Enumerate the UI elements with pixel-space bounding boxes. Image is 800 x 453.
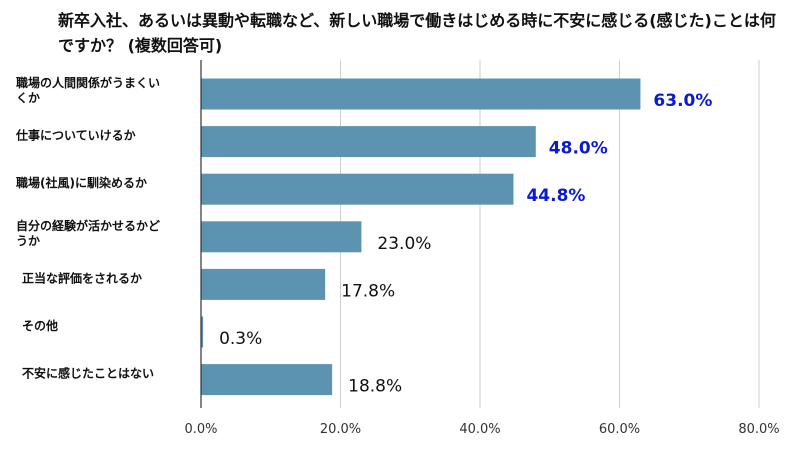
- data-label: 23.0%: [377, 234, 431, 254]
- x-tick-label: 80.0%: [738, 422, 779, 437]
- data-label: 17.8%: [341, 281, 395, 301]
- category-label: 正当な評価をされるか: [22, 270, 142, 285]
- category-label: 仕事についていけるか: [15, 128, 136, 143]
- x-tick-label: 20.0%: [320, 422, 361, 437]
- data-label: 18.8%: [348, 377, 402, 397]
- category-label: 不安に感じたことはない: [22, 366, 154, 381]
- x-tick-label: 60.0%: [599, 422, 640, 437]
- bar: [201, 364, 332, 395]
- data-label: 63.0%: [653, 91, 712, 111]
- x-tick-label: 0.0%: [184, 422, 217, 437]
- bar: [201, 221, 361, 252]
- category-label: 職場(社風)に馴染めるか: [16, 175, 147, 190]
- category-label: 自分の経験が活かせるかどうか: [16, 218, 160, 248]
- bar: [201, 79, 640, 110]
- data-label: 48.0%: [549, 139, 608, 159]
- x-tick-label: 40.0%: [459, 422, 500, 437]
- bar: [201, 174, 513, 205]
- data-label: 44.8%: [526, 186, 585, 206]
- bar: [201, 269, 325, 300]
- category-label: 職場の人間関係がうまくいくか: [16, 75, 160, 105]
- data-label: 0.3%: [219, 329, 262, 349]
- category-label: その他: [22, 318, 58, 333]
- bar: [201, 126, 536, 157]
